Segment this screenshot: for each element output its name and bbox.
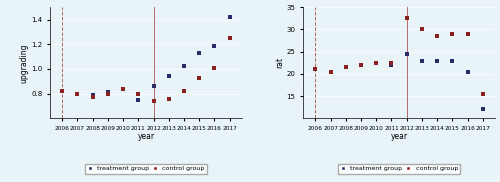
Point (58, 90, 66, 93)
Point (448, 59, 456, 62)
Point (433, 59, 441, 62)
Point (134, 92, 142, 95)
Point (119, 87, 127, 90)
Point (448, 32, 456, 35)
Point (402, 17, 410, 20)
Point (226, 37, 234, 39)
Point (58, 90, 66, 93)
Point (372, 61, 380, 64)
Point (134, 98, 142, 101)
Point (372, 61, 380, 64)
Point (210, 44, 218, 47)
X-axis label: year: year (138, 132, 154, 141)
Point (342, 66, 350, 69)
Point (464, 70, 471, 73)
Point (326, 70, 334, 73)
Point (418, 59, 426, 62)
Point (88, 93, 96, 96)
Point (226, 16, 234, 19)
Y-axis label: upgrading: upgrading (20, 43, 28, 83)
Legend: treatment group, control group: treatment group, control group (84, 164, 207, 174)
Point (88, 96, 96, 99)
Point (164, 97, 172, 100)
Point (464, 32, 471, 35)
Point (357, 64, 365, 66)
Legend: treatment group, control group: treatment group, control group (338, 164, 460, 174)
Point (388, 64, 396, 66)
Point (402, 52, 410, 55)
Point (312, 68, 320, 71)
Point (104, 92, 112, 95)
Point (104, 91, 112, 94)
Point (433, 35, 441, 38)
Point (326, 70, 334, 73)
Point (180, 65, 188, 68)
Point (479, 108, 487, 111)
Point (150, 100, 158, 102)
Point (342, 66, 350, 69)
Point (180, 90, 188, 93)
Point (388, 61, 396, 64)
Point (195, 52, 203, 54)
Point (74, 92, 82, 95)
X-axis label: year: year (390, 132, 407, 141)
Point (479, 92, 487, 95)
Y-axis label: rat: rat (275, 57, 284, 68)
Point (357, 64, 365, 66)
Point (418, 28, 426, 31)
Point (119, 87, 127, 90)
Point (312, 68, 320, 71)
Point (195, 76, 203, 79)
Point (74, 92, 82, 95)
Point (150, 85, 158, 88)
Point (164, 75, 172, 78)
Point (210, 66, 218, 69)
